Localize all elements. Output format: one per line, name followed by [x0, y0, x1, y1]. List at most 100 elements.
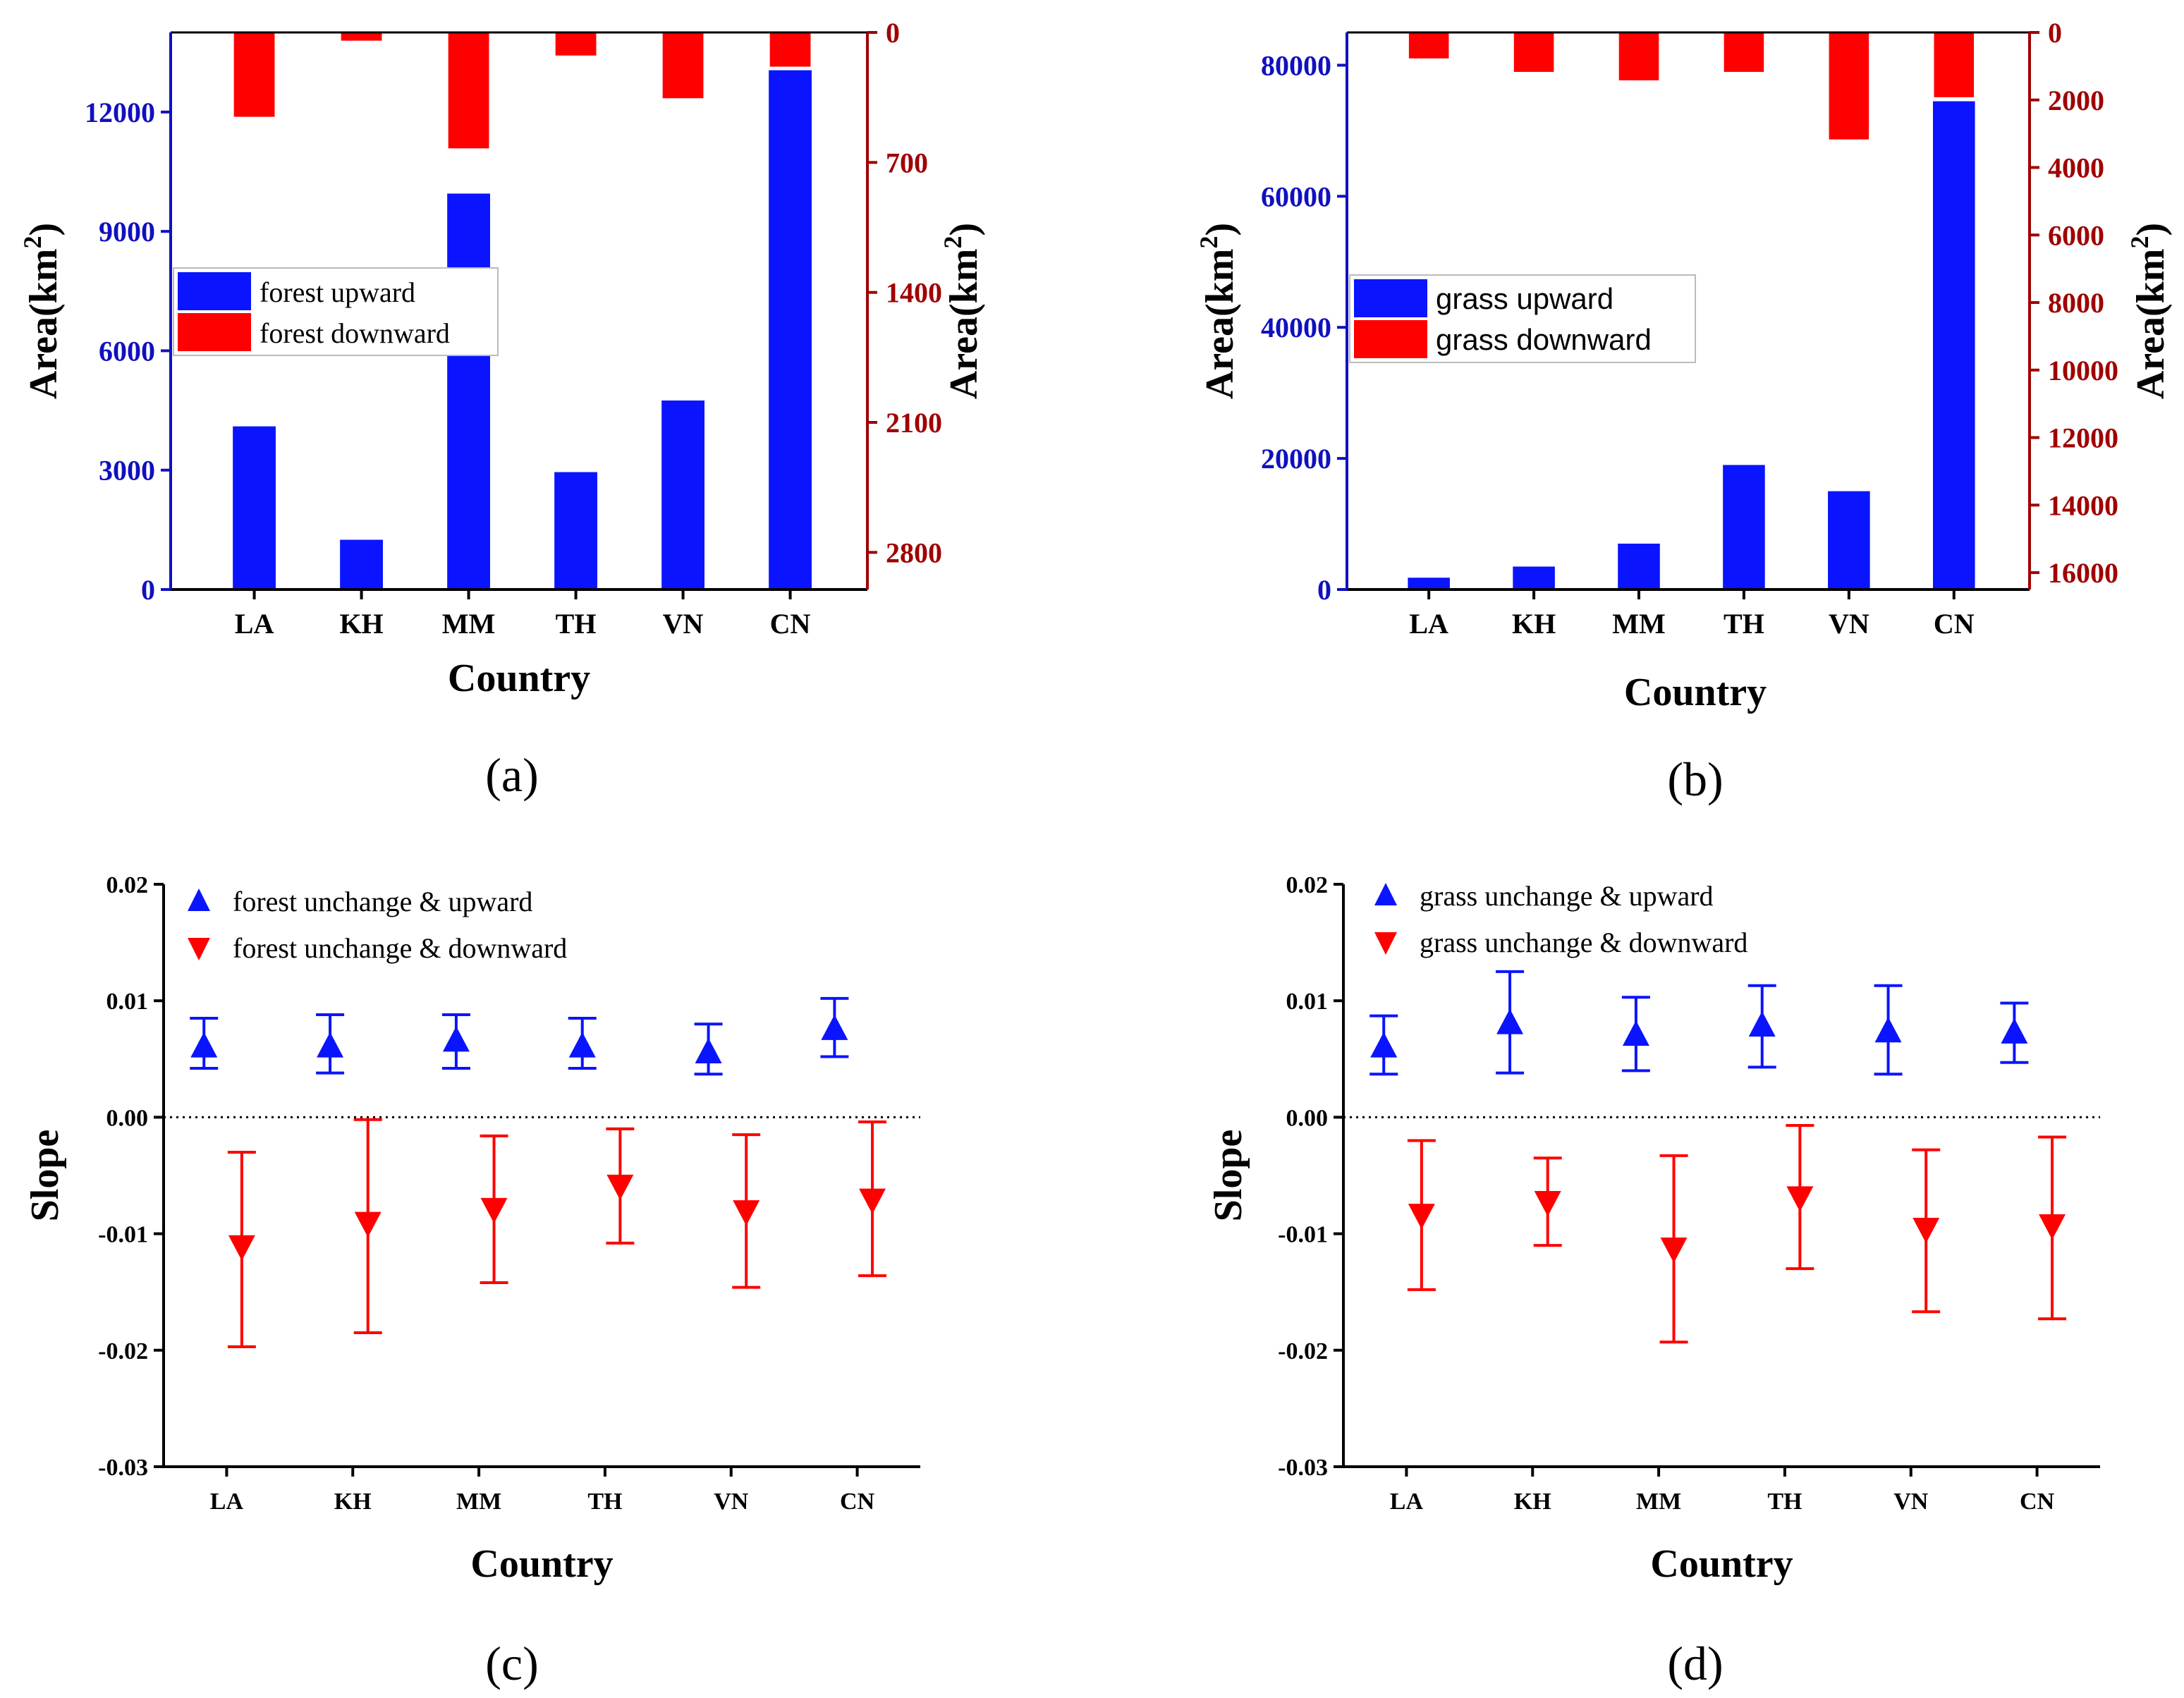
bar-grass-upward-VN	[1828, 491, 1870, 590]
right-tick-label: 1400	[886, 277, 942, 309]
legend-label-grass-unchange-downward: grass unchange & downward	[1420, 927, 1747, 958]
panel-c: 0.02 0.01 0.00 -0.01 -0.02 -0.03 LA KH MM TH VN CN C…	[23, 872, 920, 1690]
x-tick-label-VN: VN	[663, 608, 704, 640]
left-tick-label: 0	[1317, 574, 1331, 606]
panel-label: (a)	[485, 748, 538, 802]
marker-triangle-down-LA	[228, 1235, 255, 1261]
y-title-superscript: 2	[18, 236, 47, 249]
x-axis-title: Country	[470, 1542, 613, 1586]
marker-triangle-up-KH	[1496, 1008, 1524, 1034]
y-tick-label: 0.00	[106, 1105, 149, 1131]
x-tick-label-VN: VN	[1893, 1489, 1929, 1515]
x-tick-label-TH: TH	[587, 1489, 622, 1515]
x-tick-label-MM: MM	[1612, 608, 1666, 640]
panel-label: (d)	[1667, 1637, 1723, 1690]
bar-grass-downward-VN	[1826, 31, 1872, 142]
bar-grass-downward-KH	[1511, 31, 1556, 74]
panel-b: 0 20000 40000 60000 80000 0 2000 4000 6000 8000 10…	[1195, 17, 2173, 806]
marker-triangle-up-CN	[2001, 1018, 2028, 1044]
x-tick-label-CN: CN	[1934, 608, 1975, 640]
x-tick-label-CN: CN	[840, 1489, 875, 1515]
bar-grass-upward-MM	[1618, 543, 1660, 590]
x-tick-label-MM: MM	[442, 608, 496, 640]
y-title-close: )	[2129, 223, 2173, 236]
y-tick-label: 0.00	[1286, 1105, 1329, 1131]
panel-label: (b)	[1667, 752, 1723, 806]
x-tick-label-VN: VN	[1829, 608, 1869, 640]
marker-triangle-down-LA	[1408, 1204, 1435, 1230]
bar-grass-downward-MM	[1616, 31, 1661, 83]
marker-triangle-down-VN	[733, 1200, 760, 1226]
legend-label-grass-upward: grass upward	[1436, 282, 1613, 315]
left-tick-label: 80000	[1261, 49, 1331, 81]
bar-forest-upward-MM	[447, 193, 490, 590]
right-tick-label: 4000	[2048, 152, 2104, 184]
left-tick-label: 6000	[99, 335, 155, 367]
right-tick-label: 8000	[2048, 287, 2104, 319]
marker-triangle-down-KH	[1534, 1190, 1561, 1216]
left-tick-label: 40000	[1261, 312, 1331, 343]
x-axis-title: Country	[448, 656, 590, 700]
x-tick-label-LA: LA	[1409, 608, 1448, 640]
marker-triangle-down-MM	[1660, 1238, 1688, 1264]
left-tick-label: 12000	[85, 97, 155, 128]
legend: grass upward grass downward	[1349, 274, 1696, 363]
marker-triangle-up-MM	[1622, 1020, 1649, 1046]
panel-a: 0 3000 6000 9000 12000 0 700 1400 2100 2800 LA KH MM…	[18, 17, 986, 802]
y-title-close: )	[22, 223, 66, 236]
y-axis-title: Slope	[1207, 1130, 1250, 1222]
bar-forest-upward-LA	[233, 426, 276, 590]
right-tick-label: 14000	[2048, 489, 2118, 521]
x-tick-label-TH: TH	[1767, 1489, 1802, 1515]
x-tick-label-MM: MM	[456, 1489, 501, 1515]
y-title-close: )	[1198, 223, 1242, 236]
legend-label-forest-unchange-downward: forest unchange & downward	[233, 932, 567, 964]
left-tick-label: 0	[141, 574, 155, 606]
marker-triangle-down-MM	[480, 1197, 508, 1223]
y-title-close: )	[942, 223, 986, 236]
x-axis-title: Country	[1650, 1542, 1793, 1586]
marker-triangle-down-TH	[606, 1174, 634, 1200]
bar-forest-downward-CN	[767, 31, 813, 69]
right-tick-label: 2100	[886, 407, 942, 439]
y-tick-label: 0.02	[106, 872, 149, 898]
marker-triangle-up-MM	[442, 1026, 470, 1052]
x-tick-label-KH: KH	[339, 608, 383, 640]
y-title-superscript: 2	[2125, 236, 2154, 249]
marker-triangle-down-CN	[859, 1188, 886, 1214]
marker-triangle-up-CN	[821, 1014, 848, 1040]
bar-grass-downward-LA	[1406, 31, 1451, 61]
marker-triangle-up-TH	[1748, 1010, 1776, 1037]
right-tick-label: 0	[2048, 17, 2062, 49]
x-tick-label-KH: KH	[334, 1489, 372, 1515]
right-tick-label: 2000	[2048, 85, 2104, 116]
x-tick-label-LA: LA	[1390, 1489, 1424, 1515]
x-tick-label-KH: KH	[1512, 608, 1556, 640]
marker-triangle-up-VN	[1874, 1017, 1902, 1043]
marker-triangle-up-TH	[568, 1032, 596, 1058]
right-y-axis-title: Area(km2)	[939, 223, 986, 399]
y-tick-label: 0.02	[1286, 872, 1329, 898]
right-tick-label: 12000	[2048, 422, 2118, 454]
x-tick-label-MM: MM	[1636, 1489, 1681, 1515]
x-tick-label-VN: VN	[714, 1489, 749, 1515]
x-tick-label-CN: CN	[2020, 1489, 2055, 1515]
bar-grass-downward-TH	[1721, 31, 1767, 74]
legend-label-forest-unchange-upward: forest unchange & upward	[233, 886, 532, 917]
legend-label-grass-unchange-upward: grass unchange & upward	[1420, 880, 1714, 912]
bar-forest-upward-CN	[769, 70, 812, 590]
bar-forest-downward-LA	[231, 31, 277, 119]
legend-label-forest-downward: forest downward	[260, 317, 450, 349]
bar-forest-downward-TH	[553, 31, 599, 58]
legend-marker-triangle-up	[1374, 883, 1397, 905]
x-tick-label-KH: KH	[1514, 1489, 1551, 1515]
x-tick-label-CN: CN	[770, 608, 811, 640]
y-title-text: Area(km	[2129, 249, 2173, 400]
legend: forest upward forest downward	[173, 267, 499, 356]
bar-grass-upward-TH	[1723, 465, 1765, 590]
legend-swatch-forest-upward	[178, 272, 251, 310]
right-tick-label: 16000	[2048, 557, 2118, 589]
marker-triangle-down-VN	[1912, 1217, 1940, 1243]
y-title-text: Area(km	[22, 249, 66, 400]
